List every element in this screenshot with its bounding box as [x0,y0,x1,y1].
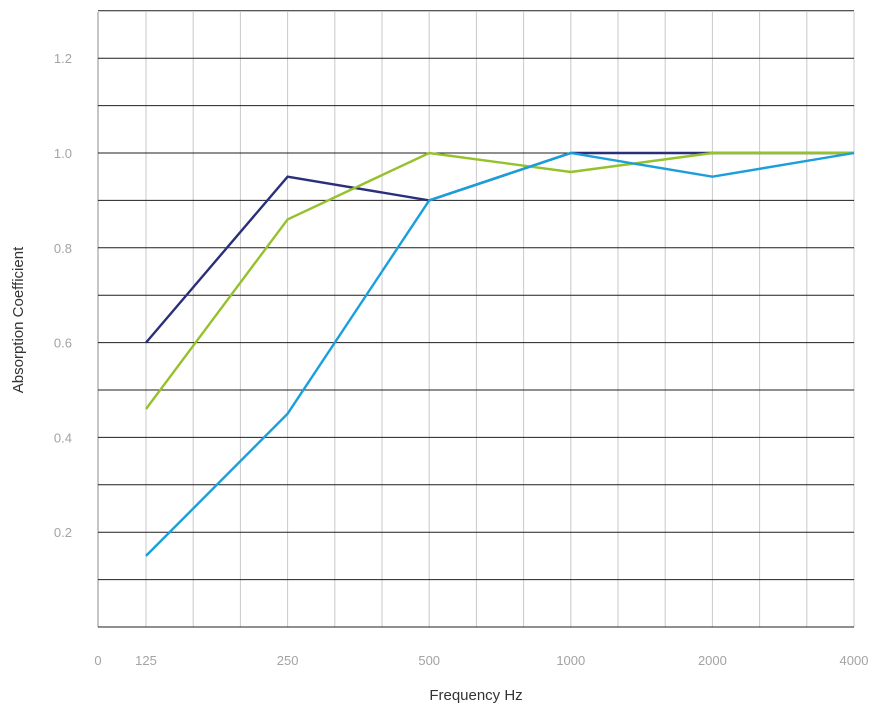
y-tick-label: 1.0 [54,146,72,161]
minor-gridlines [145,12,855,627]
x-tick-label: 500 [418,653,440,668]
major-gridlines [97,10,854,628]
x-tick-label: 0 [94,653,101,668]
y-tick-label: 0.4 [54,430,72,445]
x-tick-label: 4000 [840,653,869,668]
y-tick-label: 1.2 [54,51,72,66]
y-tick-label: 0.2 [54,525,72,540]
y-tick-labels: 0.2 0.4 0.6 0.8 1.0 1.2 [54,51,72,540]
series-line-2 [145,151,854,410]
y-tick-label: 0.8 [54,241,72,256]
x-tick-label: 125 [135,653,157,668]
series-line-3 [145,151,855,557]
x-tick-label: 2000 [698,653,727,668]
y-tick-label: 0.6 [54,336,72,351]
x-tick-label: 1000 [556,653,585,668]
y-axis-label: Absorption Coefficient [10,246,27,393]
series-lines [145,151,855,557]
x-tick-label: 250 [277,653,299,668]
x-axis-label: Frequency Hz [429,687,522,704]
x-tick-labels: 0 125 250 500 1000 2000 4000 [94,653,868,668]
